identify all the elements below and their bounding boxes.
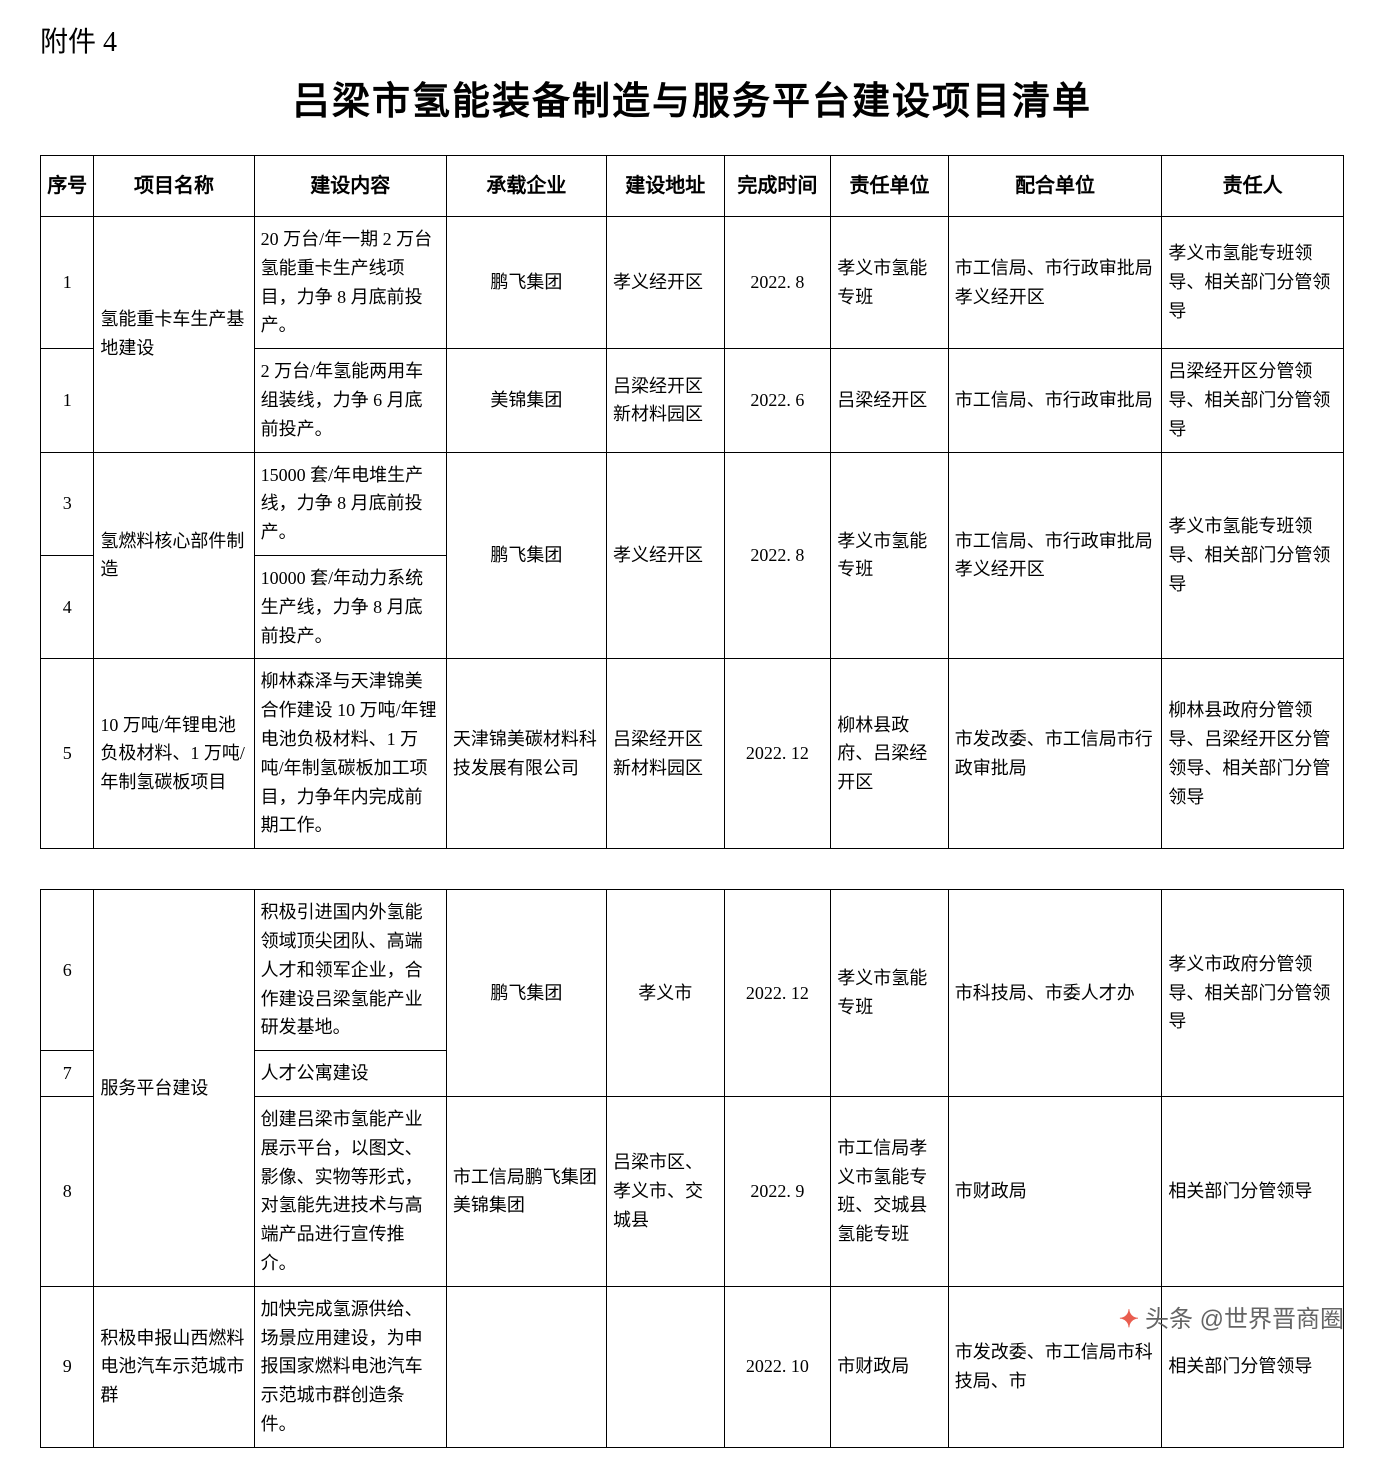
cell-resp: 吕梁经开区 bbox=[831, 349, 948, 452]
cell-addr: 吕梁经开区新材料园区 bbox=[607, 349, 724, 452]
cell-content: 2 万台/年氢能两用车组装线，力争 6 月底前投产。 bbox=[254, 349, 446, 452]
watermark-prefix: 头条 bbox=[1145, 1306, 1193, 1333]
cell-name: 10 万吨/年锂电池负极材料、1 万吨/年制氢碳板项目 bbox=[94, 659, 254, 849]
cell-corp: 美锦集团 bbox=[446, 349, 606, 452]
col-time: 完成时间 bbox=[724, 156, 831, 217]
cell-addr: 吕梁市区、孝义市、交城县 bbox=[607, 1096, 724, 1286]
cell-person: 孝义市氢能专班领导、相关部门分管领导 bbox=[1162, 217, 1344, 349]
cell-seq: 3 bbox=[41, 452, 94, 555]
col-coord: 配合单位 bbox=[948, 156, 1162, 217]
cell-seq: 8 bbox=[41, 1096, 94, 1286]
cell-content: 20 万台/年一期 2 万台氢能重卡生产线项目，力争 8 月底前投产。 bbox=[254, 217, 446, 349]
cell-person: 孝义市政府分管领导、相关部门分管领导 bbox=[1162, 890, 1344, 1097]
cell-content: 加快完成氢源供给、场景应用建设，为申报国家燃料电池汽车示范城市群创造条件。 bbox=[254, 1286, 446, 1447]
cell-addr: 孝义市 bbox=[607, 890, 724, 1097]
cell-name: 积极申报山西燃料电池汽车示范城市群 bbox=[94, 1286, 254, 1447]
table-header-row: 序号 项目名称 建设内容 承载企业 建设地址 完成时间 责任单位 配合单位 责任… bbox=[41, 156, 1344, 217]
cell-addr bbox=[607, 1286, 724, 1447]
cell-name: 服务平台建设 bbox=[94, 890, 254, 1287]
cell-corp: 市工信局鹏飞集团美锦集团 bbox=[446, 1096, 606, 1286]
cell-content: 15000 套/年电堆生产线，力争 8 月底前投产。 bbox=[254, 452, 446, 555]
cell-time: 2022. 12 bbox=[724, 890, 831, 1097]
cell-coord: 市工信局、市行政审批局孝义经开区 bbox=[948, 452, 1162, 659]
cell-name: 氢能重卡车生产基地建设 bbox=[94, 217, 254, 453]
cell-time: 2022. 8 bbox=[724, 217, 831, 349]
cell-corp: 鹏飞集团 bbox=[446, 217, 606, 349]
cell-addr: 吕梁经开区新材料园区 bbox=[607, 659, 724, 849]
attachment-label: 附件 4 bbox=[40, 20, 1344, 60]
cell-content: 创建吕梁市氢能产业展示平台，以图文、影像、实物等形式，对氢能先进技术与高端产品进… bbox=[254, 1096, 446, 1286]
table-row: 6 服务平台建设 积极引进国内外氢能领域顶尖团队、高端人才和领军企业，合作建设吕… bbox=[41, 890, 1344, 1051]
cell-content: 10000 套/年动力系统生产线，力争 8 月底前投产。 bbox=[254, 555, 446, 658]
project-table-1: 序号 项目名称 建设内容 承载企业 建设地址 完成时间 责任单位 配合单位 责任… bbox=[40, 155, 1344, 849]
watermark-icon: ✦ bbox=[1119, 1306, 1139, 1333]
cell-person: 孝义市氢能专班领导、相关部门分管领导 bbox=[1162, 452, 1344, 659]
cell-time: 2022. 9 bbox=[724, 1096, 831, 1286]
cell-time: 2022. 6 bbox=[724, 349, 831, 452]
cell-coord: 市工信局、市行政审批局孝义经开区 bbox=[948, 217, 1162, 349]
table-gap bbox=[40, 849, 1344, 889]
cell-resp: 市工信局孝义市氢能专班、交城县氢能专班 bbox=[831, 1096, 948, 1286]
project-table-2: 6 服务平台建设 积极引进国内外氢能领域顶尖团队、高端人才和领军企业，合作建设吕… bbox=[40, 889, 1344, 1448]
table-row: 3 氢燃料核心部件制造 15000 套/年电堆生产线，力争 8 月底前投产。 鹏… bbox=[41, 452, 1344, 555]
col-addr: 建设地址 bbox=[607, 156, 724, 217]
cell-coord: 市科技局、市委人才办 bbox=[948, 890, 1162, 1097]
watermark-account: @世界晋商圈 bbox=[1200, 1306, 1344, 1333]
cell-content: 柳林森泽与天津锦美合作建设 10 万吨/年锂电池负极材料、1 万吨/年制氢碳板加… bbox=[254, 659, 446, 849]
col-corp: 承载企业 bbox=[446, 156, 606, 217]
cell-coord: 市财政局 bbox=[948, 1096, 1162, 1286]
cell-time: 2022. 8 bbox=[724, 452, 831, 659]
cell-seq: 7 bbox=[41, 1051, 94, 1097]
col-seq: 序号 bbox=[41, 156, 94, 217]
cell-coord: 市发改委、市工信局市行政审批局 bbox=[948, 659, 1162, 849]
cell-seq: 6 bbox=[41, 890, 94, 1051]
cell-resp: 孝义市氢能专班 bbox=[831, 890, 948, 1097]
cell-resp: 市财政局 bbox=[831, 1286, 948, 1447]
cell-corp: 鹏飞集团 bbox=[446, 890, 606, 1097]
cell-seq: 4 bbox=[41, 555, 94, 658]
cell-seq: 5 bbox=[41, 659, 94, 849]
cell-person: 吕梁经开区分管领导、相关部门分管领导 bbox=[1162, 349, 1344, 452]
table-row: 1 氢能重卡车生产基地建设 20 万台/年一期 2 万台氢能重卡生产线项目，力争… bbox=[41, 217, 1344, 349]
cell-name: 氢燃料核心部件制造 bbox=[94, 452, 254, 659]
cell-resp: 孝义市氢能专班 bbox=[831, 452, 948, 659]
col-person: 责任人 bbox=[1162, 156, 1344, 217]
watermark: ✦头条 @世界晋商圈 bbox=[1119, 1299, 1344, 1334]
cell-time: 2022. 10 bbox=[724, 1286, 831, 1447]
cell-seq: 9 bbox=[41, 1286, 94, 1447]
cell-person: 柳林县政府分管领导、吕梁经开区分管领导、相关部门分管领导 bbox=[1162, 659, 1344, 849]
cell-corp: 鹏飞集团 bbox=[446, 452, 606, 659]
col-name: 项目名称 bbox=[94, 156, 254, 217]
cell-seq: 1 bbox=[41, 349, 94, 452]
col-resp: 责任单位 bbox=[831, 156, 948, 217]
document-title: 吕梁市氢能装备制造与服务平台建设项目清单 bbox=[40, 70, 1344, 125]
cell-time: 2022. 12 bbox=[724, 659, 831, 849]
cell-corp bbox=[446, 1286, 606, 1447]
table-row: 5 10 万吨/年锂电池负极材料、1 万吨/年制氢碳板项目 柳林森泽与天津锦美合… bbox=[41, 659, 1344, 849]
cell-coord: 市工信局、市行政审批局 bbox=[948, 349, 1162, 452]
cell-content: 积极引进国内外氢能领域顶尖团队、高端人才和领军企业，合作建设吕梁氢能产业研发基地… bbox=[254, 890, 446, 1051]
cell-resp: 孝义市氢能专班 bbox=[831, 217, 948, 349]
cell-content: 人才公寓建设 bbox=[254, 1051, 446, 1097]
cell-addr: 孝义经开区 bbox=[607, 217, 724, 349]
cell-person: 相关部门分管领导 bbox=[1162, 1096, 1344, 1286]
cell-addr: 孝义经开区 bbox=[607, 452, 724, 659]
cell-seq: 1 bbox=[41, 217, 94, 349]
cell-corp: 天津锦美碳材料科技发展有限公司 bbox=[446, 659, 606, 849]
col-content: 建设内容 bbox=[254, 156, 446, 217]
cell-resp: 柳林县政府、吕梁经开区 bbox=[831, 659, 948, 849]
